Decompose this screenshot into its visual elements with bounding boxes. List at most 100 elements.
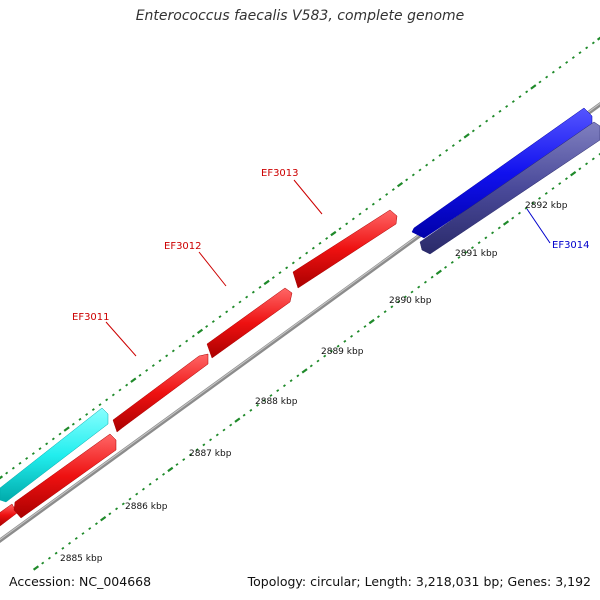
- lower-track-minor-tick: [115, 507, 119, 511]
- lower-track-minor-tick: [329, 349, 333, 353]
- upper-track-minor-tick: [291, 261, 295, 265]
- upper-track-minor-tick: [298, 256, 302, 260]
- upper-track-minor-tick: [158, 359, 162, 363]
- lower-track-minor-tick: [296, 374, 300, 378]
- upper-track-minor-tick: [251, 290, 255, 294]
- upper-track-minor-tick: [318, 241, 322, 245]
- upper-track-minor-tick: [51, 437, 55, 441]
- lower-track-minor-tick: [544, 191, 548, 195]
- upper-track-minor-tick: [458, 139, 462, 143]
- upper-track-minor-tick: [365, 207, 369, 211]
- lower-track-minor-tick: [155, 477, 159, 481]
- lower-track-minor-tick: [249, 408, 253, 412]
- scale-label-2892: 2892 kbp: [525, 201, 568, 211]
- lower-track-major-tick: [368, 318, 375, 325]
- lower-track-minor-tick: [491, 231, 495, 235]
- lower-track-minor-tick: [484, 236, 488, 240]
- upper-track-minor-tick: [178, 344, 182, 348]
- lower-track-major-tick: [570, 171, 577, 177]
- lower-track-minor-tick: [564, 177, 568, 181]
- gene-label-ef3012[interactable]: EF3012: [164, 241, 202, 252]
- lower-track-major-tick: [32, 565, 40, 571]
- leader-line-ef3011: [105, 321, 137, 357]
- gene-arrow-ef3010[interactable]: [13, 433, 117, 519]
- leader-line-ef3014: [526, 208, 551, 244]
- upper-track-minor-tick: [378, 197, 382, 201]
- lower-track-minor-tick: [390, 305, 394, 309]
- lower-track-major-tick: [234, 417, 241, 423]
- gene-arrow-ef3012[interactable]: [206, 287, 293, 359]
- upper-track-minor-tick: [538, 80, 542, 84]
- lower-track-minor-tick: [135, 492, 139, 496]
- lower-track-minor-tick: [363, 325, 367, 328]
- gene-label-ef3014[interactable]: EF3014: [552, 240, 590, 251]
- lower-track-minor-tick: [397, 300, 401, 304]
- rna-gene-arrow[interactable]: [0, 407, 109, 503]
- scale-label-2890: 2890 kbp: [389, 296, 432, 306]
- tick-track-lower: [32, 152, 600, 571]
- gene-arrow-ef3013[interactable]: [292, 209, 398, 289]
- lower-track-minor-tick: [309, 364, 313, 368]
- gene-arrow-ef3014-dark[interactable]: [419, 121, 600, 255]
- upper-track-minor-tick: [211, 320, 215, 324]
- lower-track-minor-tick: [242, 413, 246, 417]
- gene-arrow-left-partial[interactable]: [0, 503, 18, 527]
- upper-track-minor-tick: [258, 285, 262, 289]
- upper-track-minor-tick: [505, 104, 509, 108]
- lower-track-minor-tick: [343, 339, 347, 343]
- gene-label-ef3011[interactable]: EF3011: [72, 312, 110, 323]
- upper-track-minor-tick: [471, 129, 475, 133]
- upper-track-minor-tick: [511, 100, 515, 104]
- upper-track-minor-tick: [578, 51, 582, 55]
- lower-track-minor-tick: [444, 265, 448, 269]
- scale-label-2885: 2885 kbp: [60, 554, 103, 564]
- lower-track-minor-tick: [229, 423, 233, 427]
- lower-track-minor-tick: [148, 482, 152, 486]
- upper-track-minor-tick: [498, 109, 502, 113]
- gene-label-ef3013[interactable]: EF3013: [261, 168, 299, 179]
- lower-track-major-tick: [502, 220, 510, 226]
- upper-track-minor-tick: [385, 192, 389, 196]
- upper-track-minor-tick: [411, 173, 415, 177]
- lower-track-minor-tick: [585, 162, 589, 166]
- lower-track-minor-tick: [538, 196, 542, 200]
- lower-track-minor-tick: [128, 497, 132, 501]
- leader-line-ef3012: [198, 251, 227, 287]
- upper-track-minor-tick: [38, 447, 42, 451]
- lower-track-minor-tick: [403, 295, 407, 299]
- upper-track-minor-tick: [491, 114, 495, 118]
- lower-track-minor-tick: [511, 216, 515, 220]
- lower-track-minor-tick: [464, 251, 468, 255]
- accession-text: Accession: NC_004668: [9, 574, 152, 589]
- lower-track-minor-tick: [336, 344, 340, 348]
- upper-track-minor-tick: [551, 70, 555, 74]
- upper-track-major-tick: [130, 377, 137, 383]
- upper-track-minor-tick: [58, 432, 62, 436]
- lower-track-minor-tick: [282, 384, 286, 388]
- upper-track-major-tick: [530, 84, 537, 90]
- lower-track-minor-tick: [41, 561, 45, 565]
- tick-track-upper: [0, 36, 600, 480]
- lower-track-minor-tick: [497, 226, 501, 230]
- lower-track-major-tick: [435, 269, 442, 275]
- upper-track-minor-tick: [138, 373, 142, 377]
- upper-track-minor-tick: [485, 119, 489, 123]
- upper-track-minor-tick: [571, 56, 575, 60]
- upper-track-minor-tick: [171, 349, 175, 353]
- lower-track-minor-tick: [88, 527, 92, 531]
- leader-line-ef3013: [293, 179, 323, 215]
- gene-arrow-ef3014-blue[interactable]: [411, 107, 593, 239]
- upper-track-minor-tick: [371, 202, 375, 206]
- lower-track-minor-tick: [269, 394, 273, 397]
- lower-track-major-tick: [167, 466, 174, 473]
- scale-labels: 2885 kbp 2886 kbp 2887 kbp 2888 kbp 2889…: [60, 201, 568, 564]
- scale-label-2891: 2891 kbp: [455, 249, 498, 259]
- upper-track-minor-tick: [585, 46, 589, 50]
- lower-track-minor-tick: [162, 472, 166, 476]
- lower-track-minor-tick: [81, 532, 85, 535]
- upper-track-minor-tick: [545, 75, 549, 79]
- lower-track-minor-tick: [256, 403, 260, 407]
- upper-track-minor-tick: [345, 222, 349, 226]
- gene-arrow-ef3011[interactable]: [112, 353, 209, 433]
